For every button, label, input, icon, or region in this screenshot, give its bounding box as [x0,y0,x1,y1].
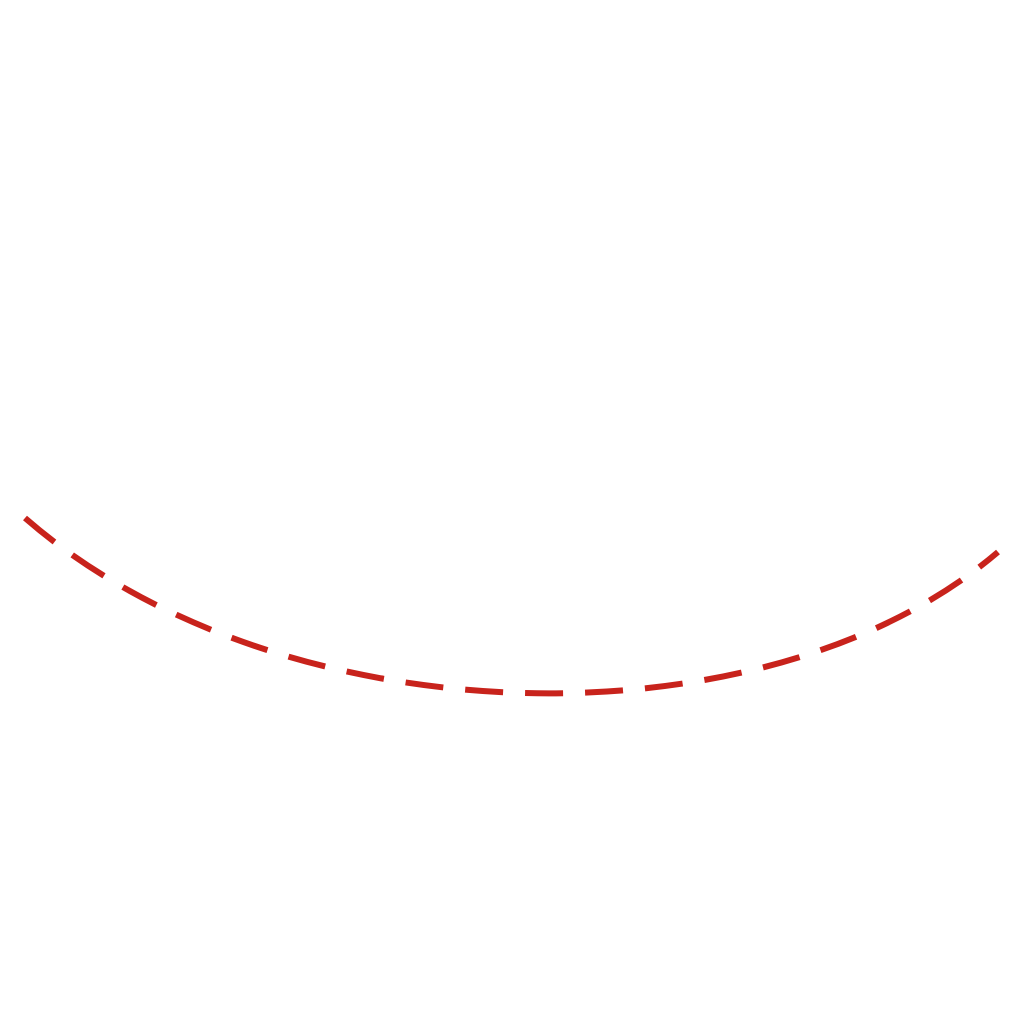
dashed-curve [23,515,1000,697]
